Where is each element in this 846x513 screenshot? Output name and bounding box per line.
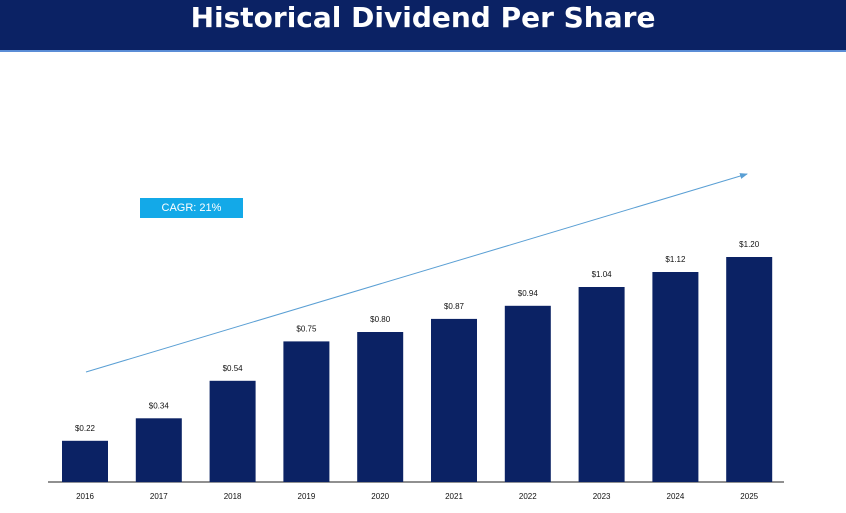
value-label-2022: $0.94 xyxy=(518,289,539,298)
cagr-badge: CAGR: 21% xyxy=(140,198,243,218)
bar-2024 xyxy=(652,272,699,482)
bar-2020 xyxy=(357,332,404,482)
value-label-2019: $0.75 xyxy=(296,324,317,333)
x-tick-2019: 2019 xyxy=(298,492,316,501)
page-title: Historical Dividend Per Share xyxy=(190,1,656,34)
value-label-2021: $0.87 xyxy=(444,302,465,311)
x-tick-2022: 2022 xyxy=(519,492,537,501)
x-tick-2023: 2023 xyxy=(593,492,611,501)
x-tick-2020: 2020 xyxy=(371,492,389,501)
cagr-trend-arrow xyxy=(85,173,748,373)
x-tick-2021: 2021 xyxy=(445,492,463,501)
x-tick-2025: 2025 xyxy=(740,492,758,501)
value-label-2016: $0.22 xyxy=(75,424,96,433)
value-label-2024: $1.12 xyxy=(665,255,686,264)
value-label-2020: $0.80 xyxy=(370,315,391,324)
bar-2025 xyxy=(726,257,773,482)
x-tick-2017: 2017 xyxy=(150,492,168,501)
value-label-2017: $0.34 xyxy=(149,401,170,410)
bar-2016 xyxy=(62,440,108,483)
bar-2018 xyxy=(209,380,256,483)
value-label-2018: $0.54 xyxy=(223,364,244,373)
bar-2022 xyxy=(504,305,551,483)
bar-2017 xyxy=(135,418,182,483)
x-tick-2018: 2018 xyxy=(224,492,242,501)
x-tick-2016: 2016 xyxy=(76,492,94,501)
x-tick-2024: 2024 xyxy=(667,492,685,501)
bar-2023 xyxy=(578,287,625,482)
bar-2019 xyxy=(283,341,330,482)
value-label-2023: $1.04 xyxy=(592,270,613,279)
bar-2021 xyxy=(431,318,477,482)
title-banner: Historical Dividend Per Share xyxy=(0,0,846,52)
value-label-2025: $1.20 xyxy=(739,240,760,249)
